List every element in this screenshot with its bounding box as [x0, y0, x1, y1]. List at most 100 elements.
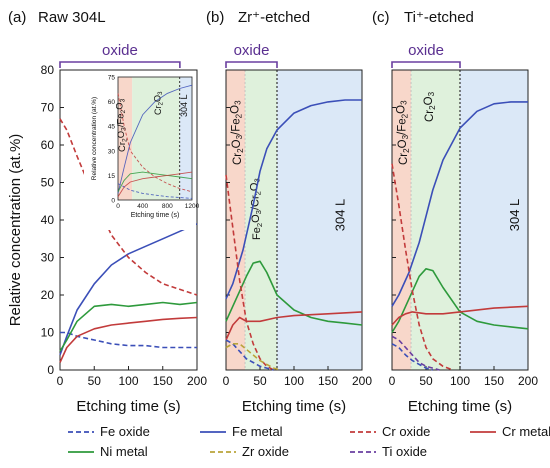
inset-series-line: [117, 171, 193, 193]
series-line-ni-metal: [391, 268, 529, 333]
series-line-cr-metal: [391, 305, 529, 326]
inset-series-line: [117, 183, 193, 199]
inset-y-tick-label: 30: [108, 148, 116, 155]
panel-label: (a): [8, 9, 26, 26]
legend-item-ti-oxide: Ti oxide: [350, 444, 427, 459]
inset-series-line: [117, 171, 193, 197]
series-line-fe-metal: [59, 223, 198, 356]
x-tick-label: 200: [518, 374, 538, 388]
panel-3: (c) Ti⁺-etched 0 50 100 150 200 Etching time (s…: [372, 9, 538, 415]
x-tick-label: 100: [118, 374, 138, 388]
series-line-fe-oxide: [60, 331, 197, 349]
inset-y-tick-label: 75: [108, 75, 116, 82]
region-3: [460, 70, 528, 370]
x-tick-label: 200: [352, 374, 372, 388]
inset-region-label: Cr2​O3​/Fe2​O3​: [115, 98, 129, 152]
legend-item-fe-oxide: Fe oxide: [68, 424, 150, 439]
series-line-zr-oxide: [225, 343, 281, 371]
y-tick-label: 60: [41, 138, 55, 152]
y-tick-label: 80: [41, 63, 55, 77]
inset-x-tick-label: 800: [162, 203, 173, 210]
inset-chart: 0 400 800 1200 0 15 30 45 60 75 Etching time (s) Re…: [84, 73, 200, 230]
x-axis-label: Etching time (s): [408, 398, 512, 415]
x-tick-label: 0: [57, 374, 64, 388]
region-3: [277, 70, 362, 370]
y-axis-label: Relative concentration (at.%): [7, 134, 24, 327]
oxide-bracket: [391, 61, 461, 68]
inset-y-axis-label: Relative concentration (at.%): [91, 97, 98, 180]
x-tick-label: 50: [88, 374, 102, 388]
series-line-fe-oxide: [225, 339, 274, 371]
panel-label: (b): [206, 9, 224, 26]
series-line-fe-metal: [391, 101, 528, 307]
oxide-bracket-label: oxide: [408, 42, 444, 59]
region-label: Cr2​O3​/Fe2​O3​: [229, 100, 245, 165]
panel-title: Zr⁺-etched: [238, 9, 310, 26]
series-line-cr-oxide: [391, 163, 454, 371]
panel-title: Raw 304L: [38, 9, 106, 26]
x-tick-label: 150: [153, 374, 173, 388]
x-tick-label: 100: [284, 374, 304, 388]
legend-item-fe-metal: Fe metal: [200, 424, 283, 439]
legend-label: Zr oxide: [242, 444, 289, 459]
inset-region-1: [118, 77, 133, 200]
x-tick-label: 0: [389, 374, 396, 388]
inset-x-tick-label: 1200: [185, 203, 200, 210]
inset-region-label: 304 L: [179, 94, 189, 117]
legend-label: Fe metal: [232, 424, 283, 439]
legend-label: Ni metal: [100, 444, 148, 459]
region-1: [226, 70, 246, 370]
panel-title: Ti⁺-etched: [404, 9, 474, 26]
series-line-fe-oxide: [391, 343, 434, 371]
y-tick-label: 30: [41, 251, 55, 265]
series-line-ni-metal: [225, 260, 363, 326]
inset-y-tick-label: 0: [111, 198, 115, 205]
series-line-ti-oxide: [391, 335, 440, 371]
oxide-bracket-label: oxide: [234, 42, 270, 59]
region-label: 304 L: [333, 199, 348, 232]
x-axis-label: Etching time (s): [242, 398, 346, 415]
x-axis-label: Etching time (s): [76, 398, 180, 415]
region-label: Cr2​O3​/Fe2​O3​: [395, 100, 411, 165]
region-label: 304 L: [507, 199, 522, 232]
inset-y-tick-label: 15: [108, 173, 116, 180]
inset-region-label: Cr2​O3​: [152, 91, 164, 115]
inset-y-tick-label: 60: [108, 99, 116, 106]
legend-label: Cr metal: [502, 424, 550, 439]
inset-frame: [117, 76, 193, 201]
legend-label: Ti oxide: [382, 444, 427, 459]
inset-x-tick-label: 400: [137, 203, 148, 210]
y-tick-label: 0: [47, 363, 54, 377]
oxide-bracket: [225, 61, 278, 68]
y-tick-label: 70: [41, 101, 55, 115]
series-line-cr-oxide: [225, 174, 274, 371]
oxide-bracket-label: oxide: [102, 42, 138, 59]
x-tick-label: 50: [253, 374, 267, 388]
legend-item-ni-metal: Ni metal: [68, 444, 148, 459]
inset-y-tick-label: 45: [108, 124, 116, 131]
legend-item-cr-oxide: Cr oxide: [350, 424, 430, 439]
inset-series-line: [117, 93, 193, 193]
x-tick-label: 100: [450, 374, 470, 388]
x-tick-label: 150: [318, 374, 338, 388]
legend-item-cr-metal: Cr metal: [470, 424, 550, 439]
panel-label: (c): [372, 9, 390, 26]
y-tick-label: 20: [41, 288, 55, 302]
panel-2: (b) Zr⁺-etched 0 50 100 150 200 Etching time (s…: [206, 9, 372, 415]
legend-label: Fe oxide: [100, 424, 150, 439]
legend: Fe oxide Fe metal Cr oxide Cr metal Ni metal…: [68, 424, 550, 459]
inset-x-tick-label: 0: [116, 203, 120, 210]
x-tick-label: 50: [419, 374, 433, 388]
x-tick-label: 0: [223, 374, 230, 388]
series-line-cr-metal: [59, 316, 198, 363]
inset-region-3: [179, 77, 192, 200]
oxide-bracket: [59, 61, 181, 68]
x-tick-label: 200: [187, 374, 207, 388]
y-tick-label: 50: [41, 176, 55, 190]
legend-item-zr-oxide: Zr oxide: [210, 444, 289, 459]
x-tick-label: 150: [484, 374, 504, 388]
series-line-cr-oxide: [59, 118, 198, 296]
series-line-cr-metal: [225, 311, 363, 341]
